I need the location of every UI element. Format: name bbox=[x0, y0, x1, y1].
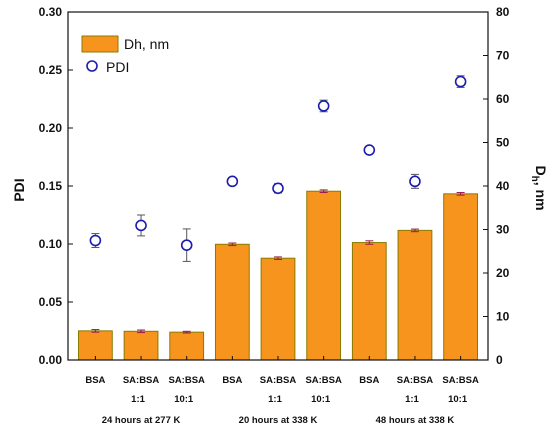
y-tick-label: 0.10 bbox=[39, 237, 63, 251]
y2-tick-label: 20 bbox=[496, 266, 510, 280]
legend: Dh, nm PDI bbox=[81, 35, 169, 75]
pdi-point bbox=[135, 219, 147, 232]
bar-dh bbox=[351, 242, 387, 361]
bar-dh bbox=[78, 330, 113, 361]
y2-tick-label: 60 bbox=[496, 92, 510, 106]
pdi-point bbox=[409, 175, 421, 188]
y-tick-label: 0.15 bbox=[39, 179, 63, 193]
y2-tick-label: 70 bbox=[496, 49, 510, 63]
pdi-point bbox=[226, 175, 239, 188]
y2-tick-label: 0 bbox=[496, 353, 503, 367]
legend-pdi-label: PDI bbox=[106, 59, 129, 75]
x-tick-sublabel: 10:1 bbox=[311, 394, 331, 405]
legend-bar-swatch bbox=[81, 35, 119, 53]
y2-tick-label: 80 bbox=[496, 5, 510, 19]
y2-axis-title-tail: , nm bbox=[533, 182, 549, 211]
y-axis-title: PDI bbox=[11, 178, 27, 201]
y2-tick-label: 30 bbox=[496, 223, 510, 237]
group-label: 24 hours at 277 K bbox=[102, 415, 181, 426]
bar-dh bbox=[169, 331, 205, 361]
pdi-point bbox=[272, 182, 284, 195]
labels-layer: PDI Dh, nm bbox=[11, 165, 549, 210]
y2-tick-label: 10 bbox=[496, 310, 510, 324]
y-tick-label: 0.05 bbox=[39, 295, 63, 309]
plot-layer bbox=[78, 75, 478, 361]
bar-dh bbox=[123, 330, 159, 361]
x-tick-sublabel: 10:1 bbox=[174, 394, 194, 405]
bar-dh bbox=[214, 243, 250, 361]
x-tick-label: BSA bbox=[222, 375, 242, 386]
x-tick-sublabel: 1:1 bbox=[131, 394, 145, 405]
x-tick-label: SA:BSA bbox=[123, 375, 160, 386]
y-tick-label: 0.00 bbox=[39, 353, 63, 367]
group-label: 48 hours at 338 K bbox=[376, 415, 455, 426]
bar-dh bbox=[260, 257, 296, 361]
bar-dh bbox=[397, 229, 433, 361]
pdi-point bbox=[317, 100, 330, 112]
x-tick-label: SA:BSA bbox=[442, 375, 479, 386]
y2-tick-label: 50 bbox=[496, 136, 510, 150]
pdi-point bbox=[89, 234, 102, 247]
x-tick-label: SA:BSA bbox=[397, 375, 434, 386]
x-tick-label: SA:BSA bbox=[168, 375, 205, 386]
x-tick-label: BSA bbox=[359, 375, 379, 386]
x-tick-label: BSA bbox=[85, 375, 105, 386]
pdi-point bbox=[180, 239, 193, 251]
axes-layer: 0.00 0.05 0.10 0.15 0.20 0.25 0.30 0 10 20 30 40 50 6… bbox=[39, 5, 510, 426]
x-tick-label: SA:BSA bbox=[260, 375, 297, 386]
x-tick-sublabel: 1:1 bbox=[405, 394, 419, 405]
pdi-point bbox=[454, 75, 467, 88]
y2-tick-label: 40 bbox=[496, 179, 510, 193]
x-tick-label: SA:BSA bbox=[305, 375, 342, 386]
group-label: 20 hours at 338 K bbox=[239, 415, 318, 426]
y2-axis-title-main: D bbox=[533, 165, 549, 175]
y2-axis-title: Dh, nm bbox=[529, 165, 549, 210]
y-tick-label: 0.25 bbox=[39, 63, 63, 77]
x-tick-sublabel: 1:1 bbox=[268, 394, 282, 405]
x-tick-sublabel: 10:1 bbox=[448, 394, 468, 405]
y2-axis-title-sub: h bbox=[529, 176, 540, 182]
bar-dh bbox=[443, 193, 478, 361]
y-tick-label: 0.30 bbox=[39, 5, 63, 19]
legend-pdi-marker bbox=[86, 60, 98, 72]
bar-dh bbox=[306, 190, 342, 361]
pdi-point bbox=[363, 144, 376, 156]
legend-bar-label: Dh, nm bbox=[124, 36, 169, 52]
y-tick-label: 0.20 bbox=[39, 121, 63, 135]
